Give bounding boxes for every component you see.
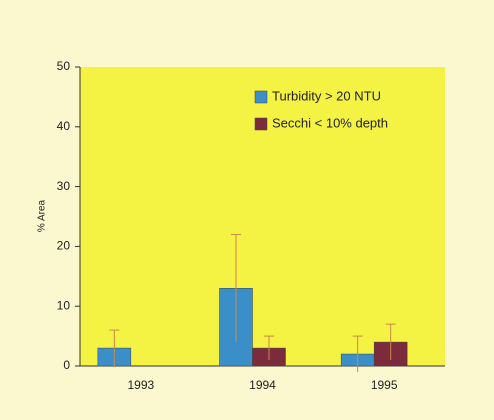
y-axis-label: % Area xyxy=(37,199,48,232)
x-tick-label: 1994 xyxy=(249,378,276,392)
y-tick-label: 10 xyxy=(57,298,71,312)
y-tick-label: 30 xyxy=(57,179,71,193)
y-tick-label: 50 xyxy=(57,59,71,73)
legend-swatch xyxy=(254,117,268,131)
y-tick-label: 20 xyxy=(57,239,71,253)
y-tick-label: 0 xyxy=(63,358,70,372)
x-tick-label: 1993 xyxy=(127,378,154,392)
y-tick-label: 40 xyxy=(57,119,71,133)
legend-label: Secchi < 10% depth xyxy=(272,115,388,130)
legend-label: Turbidity > 20 NTU xyxy=(272,88,381,103)
plot-area xyxy=(80,67,445,366)
x-tick-label: 1995 xyxy=(371,378,398,392)
legend-swatch xyxy=(254,90,268,104)
